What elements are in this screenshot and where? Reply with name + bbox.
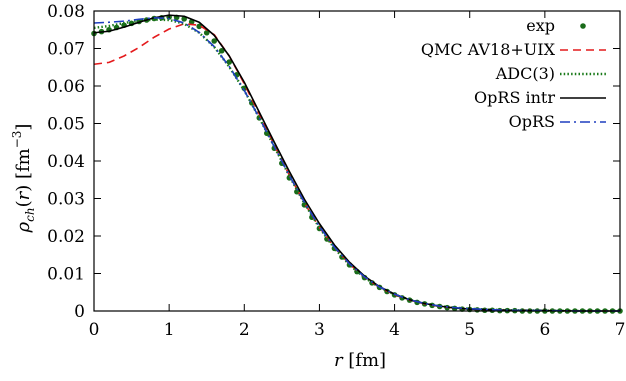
y-tick-label: 0 <box>74 302 85 322</box>
data-point <box>196 23 202 30</box>
x-tick-label: 2 <box>239 320 250 340</box>
x-tick-label: 5 <box>464 320 475 340</box>
x-tick-label: 7 <box>615 320 626 340</box>
data-point <box>211 38 218 44</box>
y-axis-label: ρch(r) [fm−3] <box>10 124 37 234</box>
x-tick-label: 1 <box>164 320 175 340</box>
y-tick-label: 0.03 <box>47 190 85 210</box>
y-tick-label: 0.07 <box>47 40 85 60</box>
x-tick-label: 0 <box>89 320 100 340</box>
legend-label: QMC AV18+UIX <box>421 40 556 59</box>
x-axis-label: r [fm] <box>334 350 386 371</box>
y-tick-label: 0.08 <box>47 2 85 22</box>
y-tick-label: 0.04 <box>47 152 85 172</box>
series-line-4 <box>93 16 620 312</box>
y-tick-label: 0.02 <box>47 227 85 247</box>
data-point <box>226 59 233 65</box>
legend-label: OpRS <box>509 112 555 131</box>
legend-label: ADC(3) <box>495 64 555 83</box>
x-tick-label: 4 <box>389 320 400 340</box>
y-tick-label: 0.06 <box>47 77 85 97</box>
series-line-3 <box>93 14 620 312</box>
data-point <box>218 47 225 54</box>
legend-label: exp <box>526 16 555 35</box>
x-tick-label: 6 <box>539 320 550 340</box>
data-point <box>203 29 210 36</box>
y-tick-label: 0.05 <box>47 115 85 135</box>
y-tick-label: 0.01 <box>47 265 85 285</box>
legend-label: OpRS intr <box>474 88 555 107</box>
x-tick-label: 3 <box>314 320 325 340</box>
legend-marker <box>580 23 586 29</box>
